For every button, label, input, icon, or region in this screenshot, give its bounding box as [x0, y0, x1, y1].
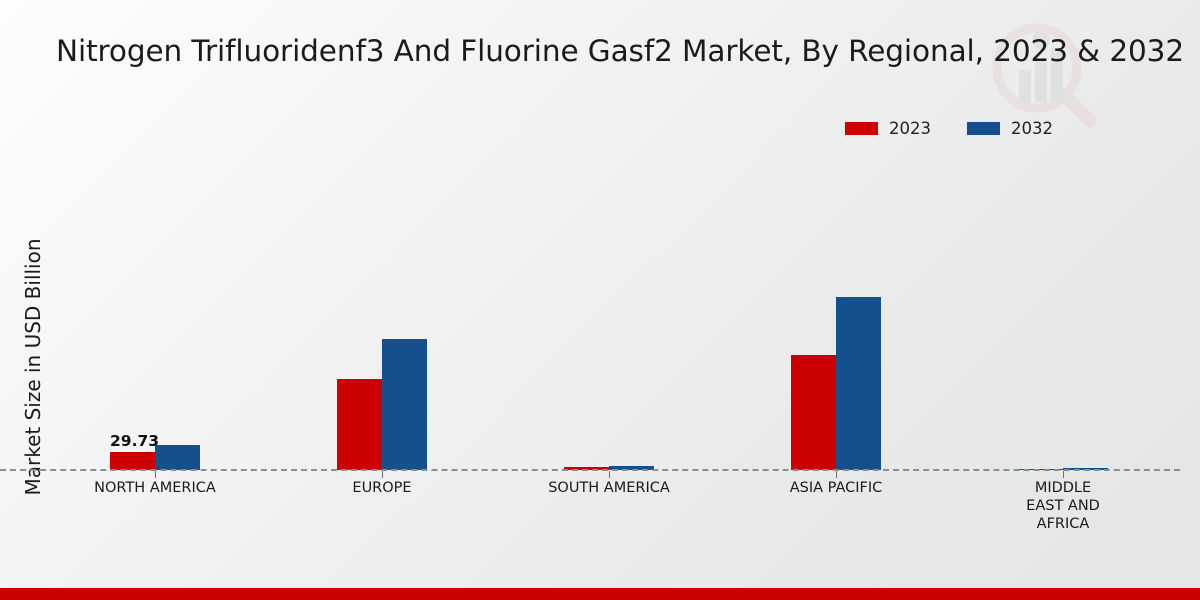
- bar-group-asia-pacific: [791, 0, 881, 470]
- bar-value-label-north-america-2023: 29.73: [110, 432, 160, 450]
- axis-tick-europe: [382, 471, 383, 478]
- category-label-north-america: NORTH AMERICA: [60, 479, 250, 497]
- category-label-text: MIDDLE EAST AND AFRICA: [1026, 480, 1100, 532]
- category-label-text: ASIA PACIFIC: [789, 480, 883, 496]
- bar-2023-asia-pacific[interactable]: [791, 355, 836, 470]
- chart-legend: 2023 2032: [845, 119, 1053, 138]
- legend-swatch-2023: [845, 122, 878, 135]
- bar-group-south-america: [564, 0, 654, 470]
- bar-2023-europe[interactable]: [337, 379, 382, 470]
- category-label-south-america: SOUTH AMERICA: [514, 479, 704, 497]
- category-label-text: NORTH AMERICA: [94, 480, 216, 496]
- bar-2023-north-america[interactable]: [110, 452, 155, 470]
- legend-swatch-2032: [967, 122, 1000, 135]
- category-label-europe: EUROPE: [287, 479, 477, 497]
- x-axis-baseline: [0, 469, 1180, 471]
- axis-tick-north-america: [155, 471, 156, 478]
- axis-tick-south-america: [609, 471, 610, 478]
- bar-group-middle-east-and-africa: [1018, 0, 1108, 470]
- bar-group-europe: [337, 0, 427, 470]
- category-label-asia-pacific: ASIA PACIFIC: [741, 479, 931, 497]
- bar-2032-south-america[interactable]: [609, 466, 654, 470]
- legend-label-2023: 2023: [889, 119, 931, 138]
- bar-2023-south-america[interactable]: [564, 467, 609, 470]
- category-label-middle-east-and-africa: MIDDLE EAST AND AFRICA: [973, 479, 1153, 533]
- chart-title: Nitrogen Trifluoridenf3 And Fluorine Gas…: [56, 34, 1185, 68]
- footer-accent-bar: [0, 588, 1200, 600]
- bar-group-north-america: 29.73: [110, 0, 200, 470]
- category-label-text: EUROPE: [352, 480, 412, 496]
- category-label-text: SOUTH AMERICA: [548, 480, 670, 496]
- legend-item-2032[interactable]: 2032: [967, 119, 1053, 138]
- axis-tick-middle-east-and-africa: [1063, 471, 1064, 478]
- legend-label-2032: 2032: [1011, 119, 1053, 138]
- axis-tick-asia-pacific: [836, 471, 837, 478]
- bar-2032-north-america[interactable]: [155, 445, 200, 470]
- bar-2032-europe[interactable]: [382, 339, 427, 470]
- legend-item-2023[interactable]: 2023: [845, 119, 931, 138]
- plot-area: 29.73 NORTH AMERICA EUROPE SOUTH AMERICA: [0, 0, 1180, 532]
- bar-2032-asia-pacific[interactable]: [836, 297, 881, 470]
